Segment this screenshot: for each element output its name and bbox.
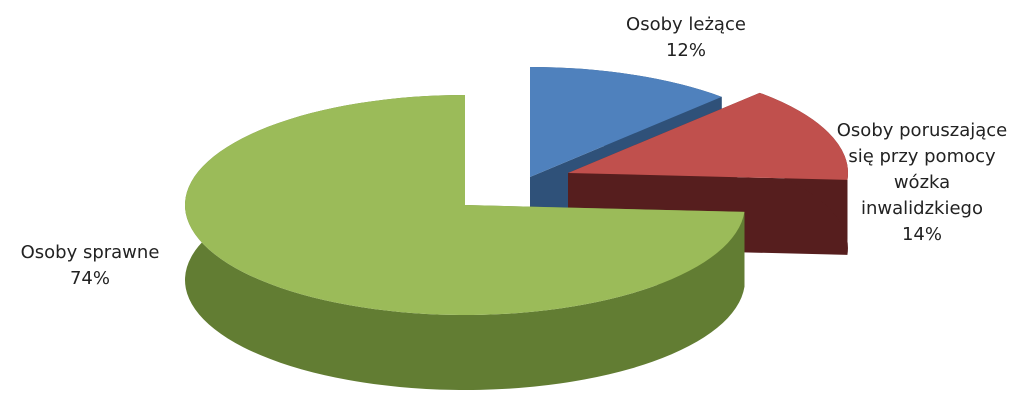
- slice-category-label: Osoby poruszające się przy pomocy wózka inw…: [837, 120, 1007, 219]
- slice: [185, 95, 745, 315]
- slice-value-label: 74%: [70, 268, 110, 289]
- slice: [530, 67, 722, 177]
- slice-category-label: Osoby leżące: [626, 14, 746, 35]
- slice: [568, 92, 848, 180]
- slice-value-label: 12%: [666, 40, 706, 61]
- slice-value-label: 14%: [902, 224, 942, 245]
- slice-category-label: Osoby sprawne: [21, 242, 160, 263]
